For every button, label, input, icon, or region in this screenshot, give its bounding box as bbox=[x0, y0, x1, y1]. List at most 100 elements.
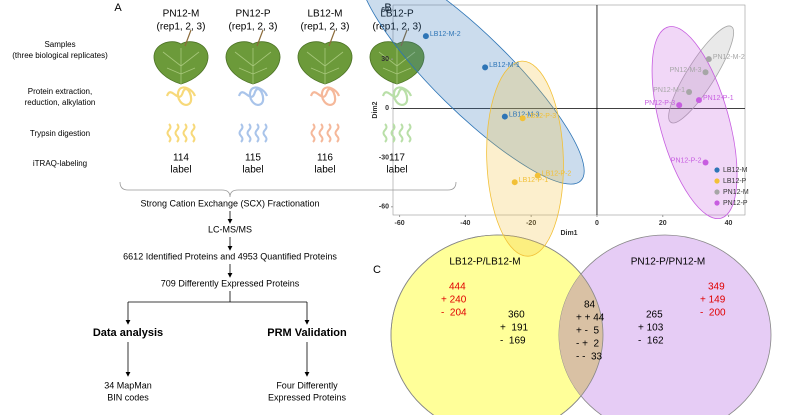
x-tick-label: 0 bbox=[595, 220, 599, 227]
group-name: PN12-P bbox=[235, 9, 270, 20]
legend-label: PN12-M bbox=[723, 189, 749, 196]
set-label: PN12-P/PN12-M bbox=[631, 257, 705, 268]
leaf-vein bbox=[234, 48, 272, 84]
point-label: LB12-M-1 bbox=[489, 62, 520, 69]
peptide-icon bbox=[398, 123, 404, 143]
point-label: LB12-P-1 bbox=[519, 177, 549, 184]
x-tick-label: -20 bbox=[526, 220, 536, 227]
point bbox=[686, 88, 693, 95]
y-tick-label: 0 bbox=[385, 105, 389, 112]
leaf-stem bbox=[256, 29, 264, 47]
plot-frame bbox=[392, 4, 746, 216]
protein-icon bbox=[309, 86, 341, 106]
panel-label: A bbox=[114, 2, 122, 14]
point bbox=[676, 102, 683, 109]
peptide-icon bbox=[310, 123, 316, 143]
group-reps: (rep1, 2, 3) bbox=[301, 22, 350, 33]
point-label: PN12-M-1 bbox=[653, 87, 685, 94]
group-name: LB12-P bbox=[380, 9, 414, 20]
point-label: PN12-P-2 bbox=[671, 157, 702, 164]
protein-icon bbox=[237, 86, 269, 106]
row-label: Protein extraction, bbox=[28, 87, 92, 96]
row-label: (three biological replicates) bbox=[12, 51, 108, 60]
venn-count: 360 bbox=[508, 310, 525, 321]
venn-count: 349 bbox=[708, 282, 725, 293]
point-label: LB12-M-3 bbox=[509, 111, 540, 118]
venn-count: + 103 bbox=[638, 323, 664, 334]
venn-count: - 200 bbox=[700, 308, 726, 319]
peptide-icon bbox=[318, 123, 324, 143]
legend-swatch bbox=[714, 189, 720, 195]
venn-count: - 169 bbox=[500, 336, 526, 347]
peptide-icon bbox=[406, 123, 412, 143]
x-tick-label: -40 bbox=[460, 220, 470, 227]
branch bbox=[128, 291, 307, 303]
branch-result: Expressed Proteins bbox=[268, 392, 347, 402]
venn-count: 444 bbox=[449, 282, 466, 293]
point-label: LB12-M-2 bbox=[430, 31, 461, 38]
venn-count: 84 bbox=[584, 300, 596, 311]
y-tick-label: 30 bbox=[381, 56, 389, 63]
venn-count: - - 33 bbox=[576, 352, 603, 363]
y-tick-label: 60 bbox=[381, 7, 389, 14]
point bbox=[695, 97, 702, 104]
group-reps: (rep1, 2, 3) bbox=[229, 22, 278, 33]
y-tick-label: -60 bbox=[379, 204, 389, 211]
branch-result: Four Differently bbox=[276, 380, 338, 390]
peptide-icon bbox=[334, 123, 340, 143]
venn-count: + - 5 bbox=[576, 326, 600, 337]
peptide-icon bbox=[246, 123, 252, 143]
venn-outline bbox=[390, 234, 604, 415]
venn-count: + 240 bbox=[441, 295, 467, 306]
flow-step: 709 Differently Expressed Proteins bbox=[161, 278, 300, 288]
peptide-icon bbox=[262, 123, 268, 143]
point bbox=[534, 172, 541, 179]
point-label: PN12-P-3 bbox=[644, 100, 675, 107]
itraq-tag: 116 bbox=[317, 153, 333, 164]
leaf-stem bbox=[328, 29, 336, 47]
itraq-tag: 117 bbox=[389, 153, 405, 164]
peptide-icon bbox=[254, 123, 260, 143]
legend-swatch bbox=[714, 167, 720, 173]
venn-count: + 149 bbox=[700, 295, 726, 306]
leaf-vein bbox=[306, 48, 344, 84]
set-label: LB12-P/LB12-M bbox=[449, 257, 520, 268]
itraq-tag: 114 bbox=[173, 153, 189, 164]
row-label: reduction, alkylation bbox=[25, 98, 96, 107]
confidence-ellipse bbox=[668, 25, 734, 124]
peptide-icon bbox=[190, 123, 196, 143]
flow-step: 6612 Identified Proteins and 4953 Quanti… bbox=[123, 251, 337, 261]
point bbox=[422, 33, 429, 40]
group-reps: (rep1, 2, 3) bbox=[373, 22, 422, 33]
itraq-tag: label bbox=[386, 165, 407, 176]
y-tick-label: -30 bbox=[379, 154, 389, 161]
leaf-stem bbox=[400, 29, 408, 47]
y-axis-label: Dim2 bbox=[372, 101, 379, 118]
legend-label: LB12-M bbox=[723, 167, 748, 174]
peptide-icon bbox=[166, 123, 172, 143]
venn-count: + + 44 bbox=[576, 313, 605, 324]
row-label: Samples bbox=[44, 40, 75, 49]
point-label: LB12-P-2 bbox=[542, 170, 572, 177]
peptide-icon bbox=[382, 123, 388, 143]
legend-label: PN12-P bbox=[723, 200, 748, 207]
itraq-tag: 115 bbox=[245, 153, 261, 164]
peptide-icon bbox=[326, 123, 332, 143]
point bbox=[501, 113, 508, 120]
leaf-stem bbox=[184, 29, 192, 47]
x-tick-label: 20 bbox=[659, 220, 667, 227]
flow-step: Strong Cation Exchange (SCX) Fractionati… bbox=[140, 198, 319, 208]
panel-label: B bbox=[384, 2, 391, 14]
point-label: PN12-M-2 bbox=[713, 54, 745, 61]
peptide-icon bbox=[182, 123, 188, 143]
row-label: iTRAQ-labeling bbox=[33, 159, 87, 168]
branch-title: Data analysis bbox=[93, 327, 163, 339]
leaf-vein bbox=[162, 48, 200, 84]
peptide-icon bbox=[238, 123, 244, 143]
point-label: PN12-M-3 bbox=[670, 67, 702, 74]
group-name: PN12-M bbox=[163, 9, 200, 20]
point bbox=[511, 179, 518, 186]
point-label: LB12-P-3 bbox=[527, 113, 557, 120]
venn-count: - + 2 bbox=[576, 339, 600, 350]
